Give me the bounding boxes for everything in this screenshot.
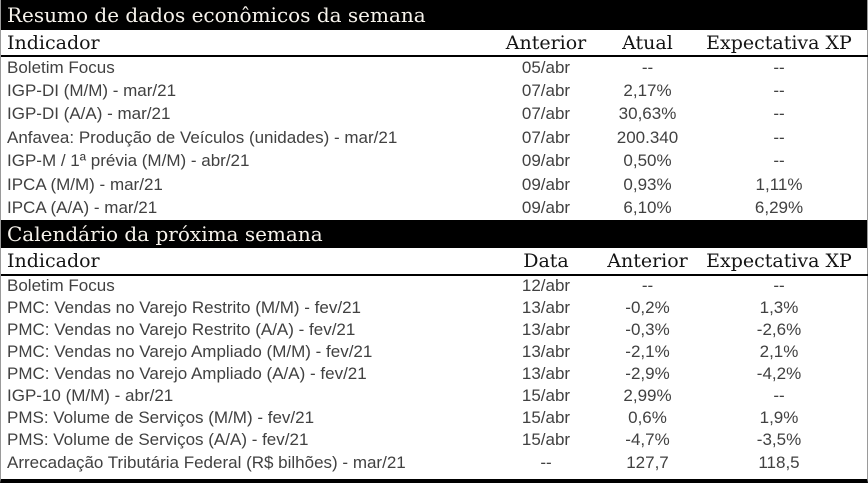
value-cell: 118,5 xyxy=(758,452,800,472)
value-cell: -- xyxy=(773,386,785,406)
value-cell: 07/abr xyxy=(521,81,571,101)
value-cell: -2,1% xyxy=(625,342,670,362)
value-cell: 09/abr xyxy=(521,198,571,218)
value-cell: 13/abr xyxy=(521,364,571,384)
column-header-atual: Atual xyxy=(606,30,689,57)
value-cell: -4,7% xyxy=(625,430,670,450)
table-row: IGP-DI (M/M) - mar/21 07/abr 2,17% -- xyxy=(1,79,868,102)
indicator-cell: Anfavea: Produção de Veículos (unidades)… xyxy=(7,127,398,147)
column-header-indicador: Indicador xyxy=(1,247,486,276)
value-cell: 1,9% xyxy=(759,408,799,428)
table-row: PMC: Vendas no Varejo Restrito (A/A) - f… xyxy=(1,319,868,341)
header-row: Indicador Anterior Atual Expectativa XP xyxy=(1,30,868,57)
table-row: IGP-10 (M/M) - abr/21 15/abr 2,99% -- xyxy=(1,385,868,407)
value-cell: -- xyxy=(641,58,654,78)
column-header-anterior: Anterior xyxy=(606,247,689,276)
value-cell: 15/abr xyxy=(521,408,571,428)
table-row: Boletim Focus 05/abr -- -- xyxy=(1,56,868,79)
value-cell: 13/abr xyxy=(521,342,571,362)
indicator-cell: PMC: Vendas no Varejo Restrito (M/M) - f… xyxy=(7,297,361,317)
indicator-cell: IGP-10 (M/M) - abr/21 xyxy=(7,386,174,406)
table-row: IGP-M / 1ª prévia (M/M) - abr/21 09/abr 0,… xyxy=(1,150,868,173)
value-cell: 07/abr xyxy=(521,127,571,147)
table-row: Arrecadação Tributária Federal (R$ bilhõ… xyxy=(1,451,868,473)
value-cell: -0,3% xyxy=(625,319,670,339)
value-cell: 0,6% xyxy=(628,408,667,428)
value-cell: -- xyxy=(540,452,552,472)
indicator-cell: IGP-DI (M/M) - mar/21 xyxy=(7,81,177,101)
table-row: PMC: Vendas no Varejo Ampliado (A/A) - f… xyxy=(1,363,868,385)
column-header-indicador: Indicador xyxy=(1,30,486,57)
value-cell: -2,9% xyxy=(625,364,670,384)
column-header-anterior: Anterior xyxy=(486,30,606,57)
value-cell: 1,3% xyxy=(759,297,799,317)
value-cell: 09/abr xyxy=(521,174,571,194)
value-cell: -- xyxy=(773,104,785,124)
value-cell: 12/abr xyxy=(521,276,571,296)
indicator-cell: IGP-M / 1ª prévia (M/M) - abr/21 xyxy=(7,151,250,171)
header-row: Indicador Data Anterior Expectativa XP xyxy=(1,247,868,276)
value-cell: 13/abr xyxy=(521,319,571,339)
column-header-expectativa-xp: Expectativa XP xyxy=(689,30,868,57)
value-cell: 0,93% xyxy=(623,174,672,194)
table-row: PMS: Volume de Serviços (M/M) - fev/21 15… xyxy=(1,407,868,429)
value-cell: -0,2% xyxy=(625,297,670,317)
value-cell: 07/abr xyxy=(521,104,571,124)
indicator-cell: PMC: Vendas no Varejo Ampliado (M/M) - f… xyxy=(7,342,373,362)
weekly-summary-table: Indicador Anterior Atual Expectativa XP … xyxy=(1,30,868,220)
value-cell: -- xyxy=(773,151,785,171)
value-cell: 6,10% xyxy=(623,198,672,218)
value-cell: 13/abr xyxy=(521,297,571,317)
indicator-cell: PMS: Volume de Serviços (M/M) - fev/21 xyxy=(7,408,315,428)
table-row: IPCA (M/M) - mar/21 09/abr 0,93% 1,11% xyxy=(1,173,868,196)
value-cell: -- xyxy=(773,276,785,296)
value-cell: 30,63% xyxy=(618,104,677,124)
value-cell: 0,50% xyxy=(623,151,672,171)
value-cell: -- xyxy=(773,58,785,78)
value-cell: -4,2% xyxy=(756,364,802,384)
table-row: PMS: Volume de Serviços (A/A) - fev/21 15… xyxy=(1,429,868,451)
value-cell: -- xyxy=(773,81,785,101)
column-header-expectativa-xp: Expectativa XP xyxy=(689,247,868,276)
value-cell: 2,1% xyxy=(759,342,799,362)
table-row: IPCA (A/A) - mar/21 09/abr 6,10% 6,29% xyxy=(1,196,868,219)
value-cell: 05/abr xyxy=(521,58,571,78)
indicator-cell: PMS: Volume de Serviços (A/A) - fev/21 xyxy=(7,430,309,450)
table-row: IGP-DI (A/A) - mar/21 07/abr 30,63% -- xyxy=(1,103,868,126)
indicator-cell: Boletim Focus xyxy=(7,276,115,296)
next-week-calendar-table: Indicador Data Anterior Expectativa XP B… xyxy=(1,247,868,474)
value-cell: 2,17% xyxy=(623,81,672,101)
table-row: PMC: Vendas no Varejo Ampliado (M/M) - f… xyxy=(1,341,868,363)
value-cell: -2,6% xyxy=(756,319,802,339)
indicator-cell: IPCA (A/A) - mar/21 xyxy=(7,198,158,218)
value-cell: 2,99% xyxy=(623,386,672,406)
section-title-next-week-calendar: Calendário da próxima semana xyxy=(1,219,867,248)
value-cell: 09/abr xyxy=(521,151,571,171)
value-cell: -- xyxy=(641,276,654,296)
section-title-weekly-summary: Resumo de dados econômicos da semana xyxy=(1,0,867,30)
value-cell: 15/abr xyxy=(521,430,571,450)
indicator-cell: IGP-DI (A/A) - mar/21 xyxy=(7,104,171,124)
indicator-cell: IPCA (M/M) - mar/21 xyxy=(7,174,163,194)
indicator-cell: PMC: Vendas no Varejo Ampliado (A/A) - f… xyxy=(7,364,367,384)
indicator-cell: Boletim Focus xyxy=(7,58,115,78)
value-cell: 127,7 xyxy=(626,452,669,472)
table-row: PMC: Vendas no Varejo Restrito (M/M) - f… xyxy=(1,297,868,319)
column-header-data: Data xyxy=(486,247,606,276)
table-row: Anfavea: Produção de Veículos (unidades)… xyxy=(1,126,868,149)
table-row: Boletim Focus 12/abr -- -- xyxy=(1,275,868,297)
indicator-cell: Arrecadação Tributária Federal (R$ bilhõ… xyxy=(7,452,406,472)
value-cell: -- xyxy=(773,127,785,147)
value-cell: 6,29% xyxy=(754,198,804,218)
value-cell: 200.340 xyxy=(616,127,679,147)
value-cell: 15/abr xyxy=(521,386,571,406)
value-cell: 1,11% xyxy=(755,174,803,194)
indicator-cell: PMC: Vendas no Varejo Restrito (A/A) - f… xyxy=(7,319,356,339)
value-cell: -3,5% xyxy=(756,430,802,450)
